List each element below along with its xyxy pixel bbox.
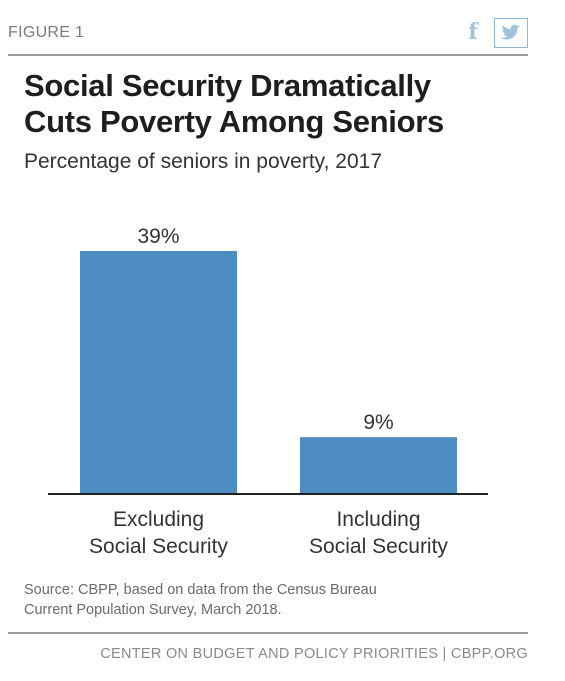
bar	[300, 437, 457, 493]
footer-divider	[8, 632, 528, 634]
source-line: Current Population Survey, March 2018.	[24, 602, 282, 618]
facebook-icon[interactable]: f	[468, 19, 478, 45]
category-label: Social Security	[309, 535, 448, 558]
chart-title-line: Social Security Dramatically	[24, 68, 431, 103]
bar-value-label: 9%	[363, 411, 393, 434]
figure-header: FIGURE 1 f	[8, 14, 528, 56]
twitter-icon[interactable]	[494, 18, 528, 48]
bar-value-label: 39%	[137, 225, 179, 248]
bar	[80, 251, 237, 493]
category-label: Excluding	[113, 508, 204, 531]
source-line: Source: CBPP, based on data from the Cen…	[24, 582, 377, 598]
chart-title: Social Security Dramatically Cuts Povert…	[24, 68, 534, 140]
source-note: Source: CBPP, based on data from the Cen…	[24, 580, 464, 620]
chart-subtitle: Percentage of seniors in poverty, 2017	[24, 150, 382, 173]
footer-credit: CENTER ON BUDGET AND POLICY PRIORITIES |…	[100, 646, 528, 662]
chart-title-line: Cuts Poverty Among Seniors	[24, 104, 444, 139]
category-label: Social Security	[89, 535, 228, 558]
category-label: Including	[336, 508, 420, 531]
figure-label: FIGURE 1	[8, 24, 85, 41]
